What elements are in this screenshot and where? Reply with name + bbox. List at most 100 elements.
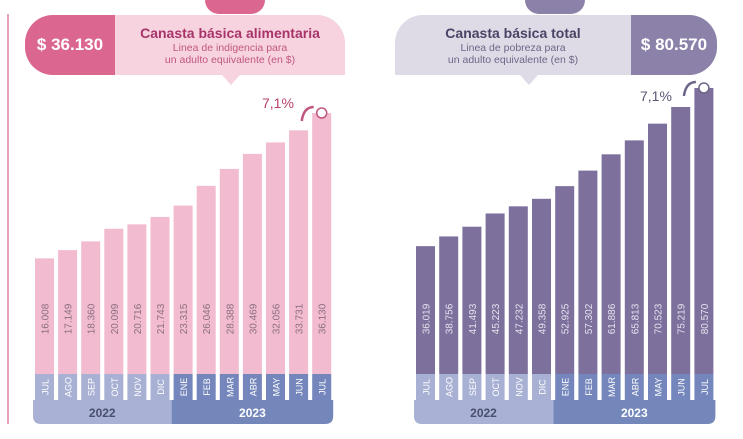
total-banner-text: Canasta básica total Linea de pobreza pa… [395,25,631,66]
alimentaria-price: $ 36.130 [25,15,115,75]
total-value-label: 38.756 [445,303,456,334]
total-year-band-2022 [414,400,553,424]
alimentaria-bar-jul [35,258,54,374]
alimentaria-value-label: 33.731 [295,303,306,334]
total-month-cell [601,374,621,400]
total-bar-jun [671,106,691,374]
total-value-label: 65.813 [630,303,641,334]
alimentaria-bar-jul [312,113,332,374]
alimentaria-change-label: 7,1% [262,95,294,111]
total-value-label: 61.886 [607,303,618,334]
total-month-label: JUL [422,379,432,395]
total-month-label: OCT [491,377,501,397]
total-month-cell [508,374,528,400]
total-title: Canasta básica total [445,25,581,41]
total-month-cell [532,374,551,400]
top-decoration-left [205,0,265,14]
alimentaria-month-label: DIC [156,379,166,395]
alimentaria-month-label: OCT [110,377,120,397]
alimentaria-value-label: 16.008 [41,303,52,334]
alimentaria-bar-dic [150,216,170,374]
alimentaria-title: Canasta básica alimentaria [140,25,320,41]
alimentaria-value-label: 23.315 [179,303,190,334]
alimentaria-bar-nov [127,224,147,374]
alimentaria-bar-mar [219,168,239,374]
top-decoration-right [525,0,585,14]
alimentaria-month-cell [58,374,78,400]
alimentaria-value-label: 21.743 [156,303,167,334]
alimentaria-year-band-2022 [33,400,172,424]
alimentaria-value-label: 20.716 [133,303,144,334]
total-year-band-2023 [553,400,716,424]
alimentaria-bar-may [266,142,285,374]
total-bar-abr [624,140,644,374]
alimentaria-month-cell [127,374,147,400]
alimentaria-value-label: 30.469 [248,303,259,334]
alimentaria-month-cell [35,374,54,400]
total-bar-oct [485,213,505,374]
total-change-label: 7,1% [640,88,672,104]
total-value-label: 80.570 [700,303,711,334]
total-month-cell [485,374,505,400]
total-year-label: 2022 [470,406,497,420]
total-month-cell [648,374,667,400]
total-year-label: 2023 [621,406,648,420]
alimentaria-bar-ago [58,250,78,374]
total-value-label: 41.493 [468,303,479,334]
alimentaria-month-cell [289,374,309,400]
alimentaria-value-label: 28.388 [225,303,236,334]
total-month-label: JUN [677,378,687,396]
alimentaria-month-cell [150,374,170,400]
alimentaria-month-label: FEB [202,378,212,396]
alimentaria-growth-arc [300,105,314,122]
total-month-label: NOV [514,377,524,397]
alimentaria-month-cell [104,374,124,400]
total-value-label: 49.358 [538,303,549,334]
total-bar-sep [462,226,482,374]
alimentaria-subtitle-1: Linea de indigencia para [172,42,288,54]
alimentaria-month-label: MAR [225,377,235,398]
alimentaria-month-cell [81,374,101,400]
alimentaria-pointer [222,75,240,85]
total-bar-may [648,123,667,375]
total-banner: Canasta básica total Linea de pobreza pa… [395,15,717,75]
left-border-line [7,14,9,424]
alimentaria-value-label: 26.046 [202,303,213,334]
total-month-label: ENE [561,378,571,397]
total-month-label: SEP [468,378,478,396]
alimentaria-value-label: 32.056 [272,303,283,334]
alimentaria-bar-abr [242,153,262,374]
alimentaria-month-label: JUL [318,379,328,395]
total-month-label: MAY [654,378,664,397]
total-bar-ago [439,236,459,374]
alimentaria-bar-oct [104,228,124,374]
total-growth-dot [698,82,710,94]
alimentaria-month-label: ENE [179,378,189,397]
total-bar-mar [601,154,621,374]
total-growth-arc [682,80,696,97]
total-month-label: JUL [700,379,710,395]
total-month-label: ABR [630,377,640,396]
total-month-label: AGO [445,377,455,397]
alimentaria-month-cell [196,374,216,400]
total-bar-jul [694,88,714,374]
alimentaria-month-label: JUL [41,379,51,395]
alimentaria-banner: $ 36.130 Canasta básica alimentaria Line… [25,15,345,75]
alimentaria-month-cell [312,374,332,400]
alimentaria-year-label: 2023 [239,406,266,420]
total-month-label: FEB [584,378,594,396]
alimentaria-growth-dot [315,107,328,119]
total-bar-ene [555,186,575,374]
total-bar-dic [532,198,551,374]
total-value-label: 36.019 [422,303,433,334]
total-value-label: 47.232 [514,303,525,334]
total-month-label: MAR [607,377,617,398]
alimentaria-month-cell [219,374,239,400]
total-value-label: 52.925 [561,303,572,334]
total-month-cell [555,374,575,400]
alimentaria-month-label: NOV [133,377,143,397]
total-subtitle-2: un adulto equivalente (en $) [447,54,579,66]
total-month-cell [694,374,714,400]
alimentaria-subtitle-2: un adulto equivalente (en $) [164,54,296,66]
